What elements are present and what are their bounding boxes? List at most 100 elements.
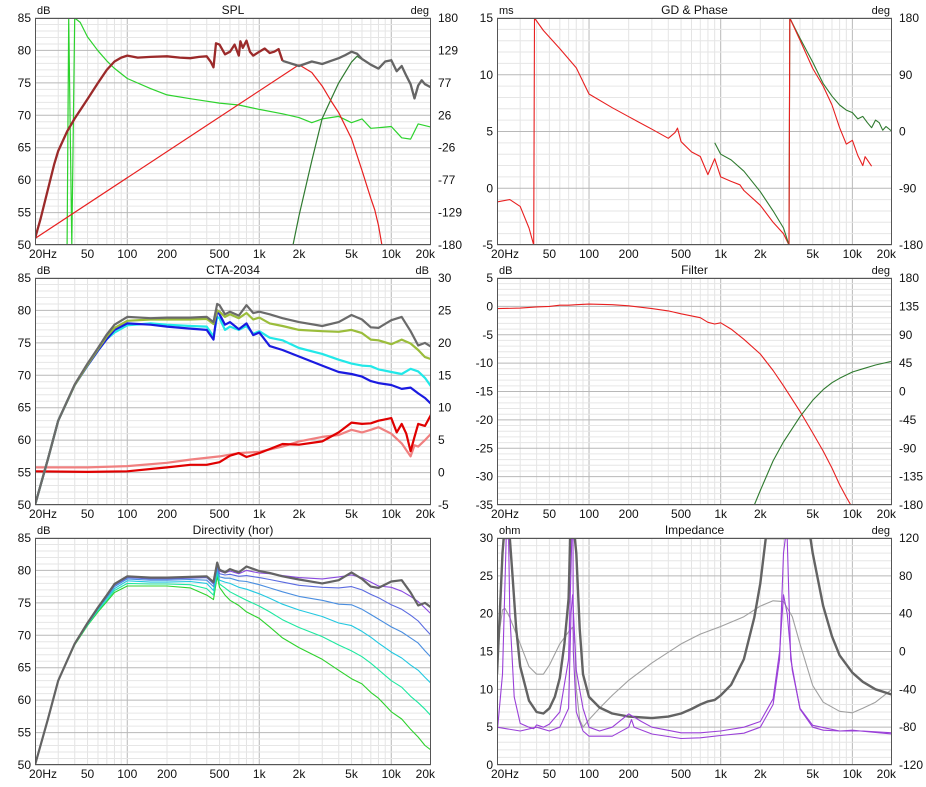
y-tick-right: 180 [438,11,458,25]
y-tick-right: -90 [899,441,917,455]
y-unit-right: dB [416,265,429,277]
y-tick-left: 70 [18,108,32,122]
chart-title: GD & Phase [661,3,728,17]
x-tick: 1k [714,507,728,521]
chart-title: SPL [222,3,245,17]
y-tick-left: 80 [18,303,32,317]
x-tick: 10k [382,247,402,261]
y-tick-left: 55 [18,466,32,480]
plot-frame [35,278,431,505]
x-tick: 50 [81,767,95,781]
y-tick-right: -77 [438,173,456,187]
series-line-1 [497,600,892,728]
x-tick: 20Hz [491,247,519,261]
grid [35,17,431,246]
y-tick-left: -20 [476,413,494,427]
y-tick-right: -180 [899,498,923,512]
y-unit-right: deg [872,265,890,277]
y-tick-right: 0 [899,385,906,399]
series-line-2 [714,142,790,245]
y-tick-right: 120 [899,531,919,545]
x-tick: 10k [382,767,402,781]
x-tick: 200 [619,507,639,521]
series-line-3 [35,569,431,765]
y-tick-left: 55 [18,206,32,220]
x-tick: 20k [416,767,436,781]
y-tick-left: 15 [480,11,494,25]
x-tick: 500 [671,247,691,261]
x-tick: 50 [543,247,557,261]
series-line-4 [35,309,431,505]
x-tick: 2k [293,247,307,261]
y-tick-left: 70 [18,628,32,642]
x-tick: 500 [671,507,691,521]
y-tick-right: 10 [438,401,452,415]
series-group [35,302,431,505]
series-line-4 [497,594,892,734]
series-group [497,18,892,245]
series-line-4 [282,50,431,100]
y-tick-right: 40 [899,607,913,621]
y-tick-right: 15 [438,368,452,382]
x-tick: 20k [877,247,897,261]
y-tick-right: 0 [899,645,906,659]
y-tick-right: -40 [899,682,917,696]
y-tick-left: 50 [18,758,32,772]
y-unit-left: ms [499,5,514,17]
series-group [497,303,892,505]
y-tick-right: 135 [899,299,919,313]
x-tick: 20Hz [491,767,519,781]
chart-imp: Impedance ohm deg 0 5 10 15 20 25 30 -120 -80 -40 0 40… [480,523,924,781]
x-tick: 1k [253,767,267,781]
y-tick-left: 0 [486,181,493,195]
y-tick-right: 20 [438,336,452,350]
plot-frame [35,538,431,765]
y-tick-left: 55 [18,726,32,740]
chart-filter: Filter dB deg -35 -30 -25 -20 -15 -10 -5 0 5 -180 -13… [476,263,924,521]
y-tick-left: 30 [480,531,494,545]
x-tick: 500 [210,247,230,261]
series-line-1 [35,426,431,469]
x-tick: 10k [843,507,863,521]
x-tick: 50 [543,767,557,781]
x-tick: 20k [416,247,436,261]
y-tick-right: 80 [899,569,913,583]
grid [497,537,892,766]
x-tick: 100 [579,247,599,261]
x-tick: 200 [619,247,639,261]
series-line-1 [497,18,790,245]
series-line-3 [35,64,383,245]
x-tick: 5k [806,247,820,261]
series-line-2 [35,414,431,473]
chart-title: Filter [681,263,708,277]
x-tick: 2k [754,247,768,261]
y-tick-right: -129 [438,206,462,220]
y-unit-right: deg [872,5,890,17]
x-tick: 5k [806,767,820,781]
y-tick-right: -90 [899,181,917,195]
y-tick-right: -120 [899,758,923,772]
plot-area [35,538,431,765]
y-tick-right: 77 [438,76,452,90]
series-line-2 [35,572,431,765]
y-tick-right: 0 [899,125,906,139]
y-tick-left: 10 [480,68,494,82]
y-tick-left: -35 [476,498,494,512]
x-tick: 200 [157,507,177,521]
series-line-1 [497,303,852,505]
y-tick-left: -25 [476,441,494,455]
chart-title: Impedance [665,523,725,537]
x-tick: 500 [671,767,691,781]
chart-title: Directivity (hor) [193,523,274,537]
y-tick-left: 0 [486,299,493,313]
x-tick: 10k [843,767,863,781]
y-tick-left: 0 [486,758,493,772]
plot-frame [497,278,892,505]
series-line-1 [35,575,431,765]
y-tick-left: 85 [18,11,32,25]
chart-title: CTA-2034 [206,263,260,277]
series-line-5 [35,39,284,239]
y-tick-right: 26 [438,108,452,122]
x-tick: 100 [117,507,137,521]
